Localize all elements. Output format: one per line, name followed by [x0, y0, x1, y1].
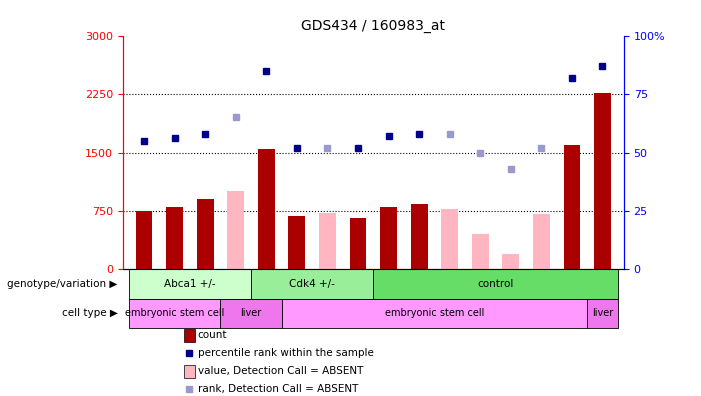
Bar [442, 209, 458, 269]
Title: GDS434 / 160983_at: GDS434 / 160983_at [301, 19, 445, 33]
Bar [289, 216, 305, 269]
Text: embryonic stem cell: embryonic stem cell [125, 308, 224, 318]
Bar [350, 218, 367, 269]
Bar [282, 299, 587, 328]
Text: rank, Detection Call = ABSENT: rank, Detection Call = ABSENT [198, 383, 358, 394]
Bar [380, 207, 397, 269]
Bar [411, 204, 428, 269]
Text: embryonic stem cell: embryonic stem cell [385, 308, 484, 318]
Bar [319, 213, 336, 269]
Bar [136, 211, 153, 269]
Bar [129, 299, 221, 328]
Bar [197, 199, 214, 269]
Bar [227, 192, 244, 269]
Text: value, Detection Call = ABSENT: value, Detection Call = ABSENT [198, 366, 363, 376]
Text: genotype/variation ▶: genotype/variation ▶ [7, 279, 118, 289]
Text: control: control [477, 279, 514, 289]
Bar [258, 148, 275, 269]
Text: count: count [198, 330, 227, 340]
Bar [184, 329, 195, 342]
Bar [129, 269, 251, 299]
Text: liver: liver [240, 308, 261, 318]
Text: percentile rank within the sample: percentile rank within the sample [198, 348, 374, 358]
Bar [564, 145, 580, 269]
Bar [587, 299, 618, 328]
Bar [221, 299, 282, 328]
Bar [594, 93, 611, 269]
Text: Cdk4 +/-: Cdk4 +/- [290, 279, 335, 289]
Bar [166, 207, 183, 269]
Bar [533, 214, 550, 269]
Text: Abca1 +/-: Abca1 +/- [164, 279, 216, 289]
Text: cell type ▶: cell type ▶ [62, 308, 118, 318]
Bar [472, 234, 489, 269]
Text: liver: liver [592, 308, 613, 318]
Bar [374, 269, 618, 299]
Bar [184, 365, 195, 378]
Bar [251, 269, 374, 299]
Bar [503, 254, 519, 269]
